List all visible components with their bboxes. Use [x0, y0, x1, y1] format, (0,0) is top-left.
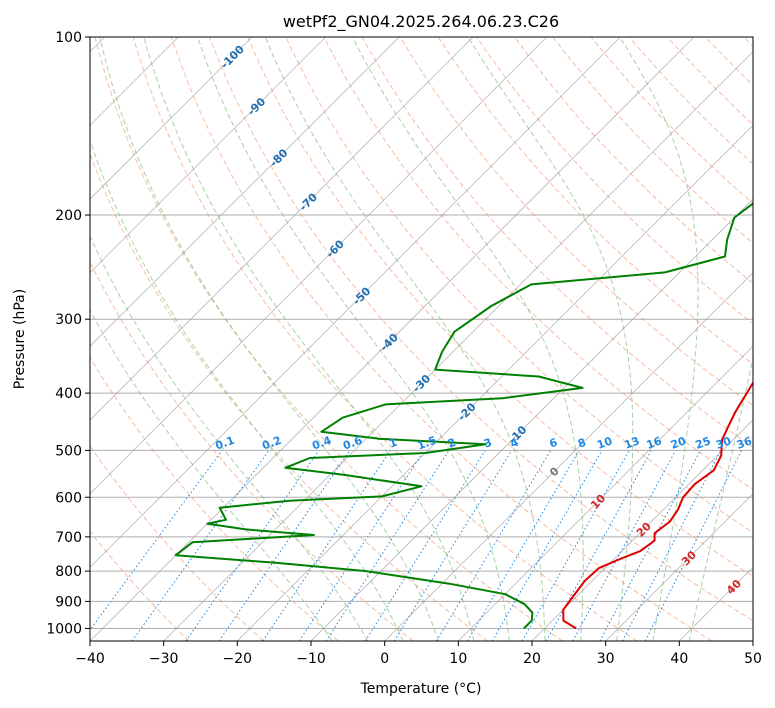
mixing-ratio-line [218, 450, 351, 641]
dewpoint-line [174, 202, 753, 630]
mixing-ratio-label: 4 [509, 436, 521, 451]
y-tick-label: 900 [55, 594, 82, 610]
mixing-ratio-line [185, 450, 320, 641]
mixing-ratio-label: 3 [482, 436, 494, 451]
mixing-ratio-label: 36 [735, 434, 754, 452]
y-axis: 100 200 300 400 500 600 700 800 900 1000 [46, 30, 90, 637]
temperature-line [562, 380, 753, 630]
isotherm-line [90, 37, 695, 641]
x-axis-label: Temperature (°C) [360, 681, 482, 697]
mixing-ratio-label: 10 [595, 434, 614, 452]
y-tick-label: 1000 [46, 621, 82, 637]
mixing-ratio-label: 13 [623, 434, 642, 451]
mixing-ratio-label: 2 [446, 436, 458, 451]
moist-adiabat [688, 355, 753, 641]
mixing-ratio-label: 0.1 [214, 434, 237, 453]
dry-adiabat [514, 37, 753, 284]
mixing-ratio-line [325, 450, 450, 641]
plot-frame [89, 36, 754, 642]
isotherm-line [163, 51, 753, 641]
mixing-ratio-line [491, 450, 603, 641]
dry-adiabat [209, 37, 753, 622]
x-tick-label: 50 [744, 651, 762, 667]
mixing-ratio-label: 1 [387, 436, 399, 451]
y-tick-label: 200 [55, 208, 82, 224]
y-tick-label: 600 [55, 490, 82, 506]
mixing-ratio-label: 6 [548, 436, 560, 451]
isotherm-line [310, 198, 753, 641]
moist-adiabat [352, 37, 584, 641]
isotherm-line [90, 37, 474, 421]
moist-adiabat [619, 37, 699, 641]
moist-adiabat [99, 37, 439, 641]
dry-adiabat [476, 37, 753, 325]
dry-adiabat [90, 356, 339, 641]
dry-adiabat [361, 37, 753, 448]
dry-adiabat [90, 260, 414, 641]
isotherm-line [90, 37, 253, 200]
y-tick-label: 300 [55, 312, 82, 328]
mixing-ratio-label: 0.4 [310, 434, 333, 453]
moist-adiabat [197, 37, 510, 641]
y-tick-label: 800 [55, 564, 82, 580]
x-tick-label: 0 [380, 651, 389, 667]
y-tick-label: 400 [55, 386, 82, 402]
y-tick-label: 500 [55, 443, 82, 459]
mixing-ratio-line [393, 450, 513, 641]
mixing-ratio-label: 1.5 [416, 434, 439, 453]
y-tick-label: 100 [55, 30, 82, 46]
mixing-ratio-line [435, 450, 552, 641]
dry-adiabat [94, 37, 563, 641]
moist-adiabat [90, 309, 333, 641]
x-tick-label: 40 [670, 651, 688, 667]
mixing-ratio-label: 8 [576, 436, 588, 451]
isotherm-line [531, 419, 753, 641]
mixing-ratio-label: 16 [645, 434, 664, 452]
y-tick-label: 700 [55, 530, 82, 546]
dry-adiabat [399, 37, 753, 407]
isotherm-line [384, 272, 753, 641]
dry-adiabat [247, 37, 753, 577]
moist-adiabat [90, 234, 369, 641]
dry-adiabat [323, 37, 753, 491]
mixing-ratio-line [521, 450, 630, 641]
y-axis-label: Pressure (hPa) [12, 289, 28, 389]
mixing-ratio-label: 30 [714, 434, 733, 452]
isotherm-line [605, 493, 753, 641]
x-tick-label: −10 [296, 651, 326, 667]
x-tick-label: −40 [75, 651, 105, 667]
dry-adiabat [90, 530, 190, 641]
x-tick-label: 10 [449, 651, 467, 667]
data-series [174, 202, 753, 630]
moist-adiabat [264, 37, 546, 641]
mixing-ratio-line [572, 450, 676, 641]
moist-adiabat [143, 37, 475, 641]
isotherm-line [458, 345, 753, 641]
mixing-ratio-line [467, 450, 580, 641]
mixing-ratio-line [90, 450, 223, 631]
chart-title: wetPf2_GN04.2025.264.06.23.C26 [283, 12, 559, 32]
moist-adiabat [90, 138, 404, 641]
mixing-ratio-line [131, 450, 270, 641]
x-tick-label: 20 [523, 651, 541, 667]
x-axis: −40 −30 −20 −10 0 10 20 30 40 50 [75, 641, 762, 667]
dry-adiabat [90, 152, 488, 641]
mixing-ratio-label: 0.6 [341, 434, 364, 453]
isotherm-line [237, 124, 753, 641]
isotherm-line [90, 37, 621, 568]
dry-adiabat [170, 37, 712, 641]
mixing-ratio-label: 20 [669, 434, 688, 452]
x-tick-label: −20 [223, 651, 253, 667]
mixing-ratio-line [364, 450, 486, 641]
isotherm-line [90, 37, 547, 495]
x-tick-label: −30 [149, 651, 179, 667]
mixing-ratio-label: 0.2 [260, 434, 283, 453]
background-lines [90, 37, 753, 641]
x-tick-label: 30 [597, 651, 615, 667]
mixing-ratio-label: 25 [694, 434, 713, 451]
isotherm-line [90, 37, 400, 347]
isotherm-line [90, 37, 326, 274]
